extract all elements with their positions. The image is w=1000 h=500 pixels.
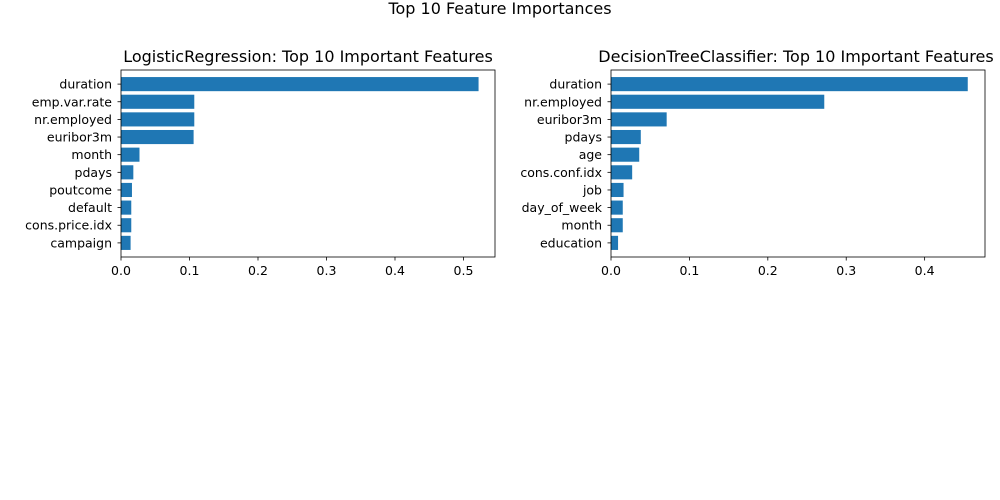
bars: [121, 77, 479, 250]
y-tick-label: pdays: [75, 165, 112, 180]
y-tick-label: job: [582, 182, 602, 197]
chart-title: LogisticRegression: Top 10 Important Fea…: [123, 47, 493, 66]
bar-education: [611, 235, 619, 250]
bar-nr-employed: [121, 112, 195, 127]
chart-panel-decision-tree: DecisionTreeClassifier: Top 10 Important…: [520, 47, 993, 278]
bar-duration: [121, 77, 479, 92]
y-tick-label: cons.price.idx: [25, 218, 112, 233]
bar-default: [121, 200, 132, 215]
y-tick-label: month: [71, 147, 112, 162]
y-tick-label: campaign: [50, 235, 112, 250]
x-tick-label: 0.1: [679, 263, 699, 278]
x-tick-label: 0.3: [836, 263, 856, 278]
x-tick-label: 0.5: [454, 263, 474, 278]
x-tick-label: 0.0: [111, 263, 131, 278]
bar-job: [611, 182, 624, 198]
x-tick-label: 0.2: [248, 263, 268, 278]
x-tick-label: 0.0: [601, 263, 621, 278]
y-tick-label: cons.conf.idx: [520, 165, 602, 180]
bars: [611, 77, 968, 250]
bar-age: [611, 147, 640, 162]
axes-frame: [610, 69, 986, 258]
y-tick-label: month: [561, 218, 602, 233]
bar-pdays: [611, 129, 641, 145]
bar-poutcome: [121, 182, 132, 198]
x-tick-label: 0.4: [385, 263, 405, 278]
bar-euribor3m: [611, 112, 667, 127]
y-tick-label: default: [68, 200, 112, 215]
bar-day-of-week: [611, 200, 623, 215]
y-tick-label: age: [579, 147, 603, 162]
x-tick-label: 0.2: [758, 263, 778, 278]
y-tick-label: emp.var.rate: [32, 94, 112, 109]
figure-title: Top 10 Feature Importances: [387, 0, 611, 18]
y-tick-label: euribor3m: [47, 130, 112, 145]
x-tick-label: 0.1: [180, 263, 200, 278]
y-tick-label: nr.employed: [524, 94, 602, 109]
bar-pdays: [121, 165, 134, 180]
x-tick-label: 0.4: [915, 263, 935, 278]
axes-frame: [120, 69, 496, 258]
bar-campaign: [121, 235, 131, 250]
y-tick-label: euribor3m: [537, 112, 602, 127]
y-tick-label: nr.employed: [34, 112, 112, 127]
bar-cons-conf-idx: [611, 165, 633, 180]
bar-nr-employed: [611, 94, 825, 109]
y-tick-label: pdays: [565, 130, 602, 145]
bar-cons-price-idx: [121, 218, 132, 233]
bar-duration: [611, 77, 968, 92]
y-tick-label: education: [540, 235, 602, 250]
bar-emp-var-rate: [121, 94, 195, 109]
y-tick-label: duration: [59, 77, 112, 92]
y-tick-label: poutcome: [49, 182, 112, 197]
chart-title: DecisionTreeClassifier: Top 10 Important…: [598, 47, 993, 66]
y-tick-label: duration: [549, 77, 602, 92]
bar-month: [121, 147, 140, 162]
chart-panel-logistic-regression: LogisticRegression: Top 10 Important Fea…: [25, 47, 496, 278]
y-tick-label: day_of_week: [522, 200, 603, 215]
bar-euribor3m: [121, 129, 194, 145]
bar-month: [611, 218, 623, 233]
x-tick-label: 0.3: [317, 263, 337, 278]
